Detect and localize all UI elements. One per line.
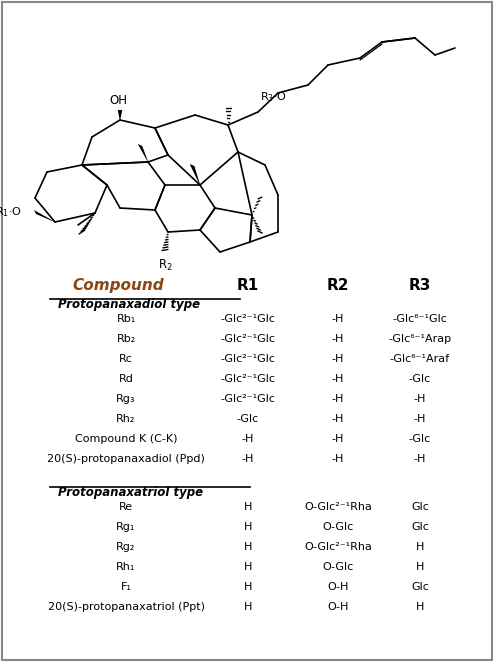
Text: -Glc: -Glc (237, 414, 259, 424)
Text: O-H: O-H (328, 582, 349, 592)
Text: R$_1$·O: R$_1$·O (0, 205, 22, 219)
Text: Rh₂: Rh₂ (116, 414, 136, 424)
Text: Rb₂: Rb₂ (117, 334, 136, 344)
Text: -H: -H (332, 414, 344, 424)
Text: -Glc⁶⁻¹Arap: -Glc⁶⁻¹Arap (388, 334, 452, 344)
Text: R2: R2 (327, 278, 349, 293)
Text: -H: -H (242, 434, 254, 444)
Text: -Glc: -Glc (409, 434, 431, 444)
Text: -Glc²⁻¹Glc: -Glc²⁻¹Glc (220, 394, 276, 404)
Text: OH: OH (109, 94, 127, 107)
Text: Rc: Rc (119, 354, 133, 364)
Text: H: H (244, 542, 252, 552)
Text: -H: -H (414, 454, 426, 464)
Text: H: H (244, 502, 252, 512)
Text: Re: Re (119, 502, 133, 512)
Text: H: H (244, 602, 252, 612)
Polygon shape (34, 210, 55, 222)
Text: Rd: Rd (119, 374, 133, 384)
Text: -H: -H (332, 394, 344, 404)
Text: O-H: O-H (328, 602, 349, 612)
Text: -H: -H (332, 374, 344, 384)
Text: Rh₁: Rh₁ (116, 562, 136, 572)
Text: -Glc²⁻¹Glc: -Glc²⁻¹Glc (220, 314, 276, 324)
Text: R1: R1 (237, 278, 259, 293)
Text: -Glc²⁻¹Glc: -Glc²⁻¹Glc (220, 354, 276, 364)
Text: O-Glc²⁻¹Rha: O-Glc²⁻¹Rha (304, 502, 372, 512)
Text: O-Glc²⁻¹Rha: O-Glc²⁻¹Rha (304, 542, 372, 552)
Text: F₁: F₁ (121, 582, 131, 592)
Text: -Glc: -Glc (409, 374, 431, 384)
Text: -H: -H (332, 334, 344, 344)
Text: R$_3$·O: R$_3$·O (260, 90, 287, 104)
Text: Glc: Glc (411, 582, 429, 592)
Text: H: H (416, 542, 424, 552)
Text: R$_2$: R$_2$ (158, 258, 172, 273)
Text: R3: R3 (409, 278, 431, 293)
Text: 20(S)-protopanaxadiol (Ppd): 20(S)-protopanaxadiol (Ppd) (47, 454, 205, 464)
Text: Rb₁: Rb₁ (117, 314, 136, 324)
Text: H: H (244, 582, 252, 592)
Text: -Glc⁶⁻¹Araf: -Glc⁶⁻¹Araf (390, 354, 450, 364)
Text: Rg₁: Rg₁ (116, 522, 136, 532)
Text: Compound: Compound (72, 278, 164, 293)
Text: Glc: Glc (411, 522, 429, 532)
Polygon shape (138, 144, 148, 162)
Text: -Glc²⁻¹Glc: -Glc²⁻¹Glc (220, 334, 276, 344)
Text: Compound K (C-K): Compound K (C-K) (75, 434, 177, 444)
Text: O-Glc: O-Glc (323, 522, 354, 532)
Text: Protopanaxatriol type: Protopanaxatriol type (58, 486, 203, 499)
Text: -H: -H (332, 314, 344, 324)
Text: H: H (244, 522, 252, 532)
Text: Protopanaxadiol type: Protopanaxadiol type (58, 298, 200, 311)
Text: 20(S)-protopanaxatriol (Ppt): 20(S)-protopanaxatriol (Ppt) (47, 602, 205, 612)
Text: Rg₂: Rg₂ (116, 542, 136, 552)
Text: -H: -H (332, 454, 344, 464)
Text: -H: -H (242, 454, 254, 464)
Text: Rg₃: Rg₃ (116, 394, 136, 404)
Text: -H: -H (414, 414, 426, 424)
Text: -Glc⁶⁻¹Glc: -Glc⁶⁻¹Glc (393, 314, 448, 324)
Polygon shape (118, 110, 122, 120)
Text: -H: -H (332, 354, 344, 364)
Text: O-Glc: O-Glc (323, 562, 354, 572)
Polygon shape (190, 164, 200, 185)
Text: Glc: Glc (411, 502, 429, 512)
Text: -H: -H (332, 434, 344, 444)
Text: H: H (416, 562, 424, 572)
Text: H: H (244, 562, 252, 572)
Text: H: H (416, 602, 424, 612)
Text: -Glc²⁻¹Glc: -Glc²⁻¹Glc (220, 374, 276, 384)
Text: -H: -H (414, 394, 426, 404)
